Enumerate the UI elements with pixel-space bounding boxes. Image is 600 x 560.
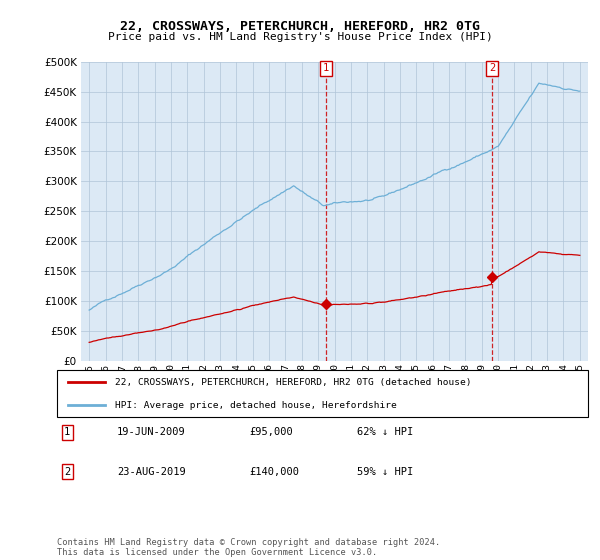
Text: 19-JUN-2009: 19-JUN-2009 xyxy=(117,427,186,437)
FancyBboxPatch shape xyxy=(57,370,588,417)
Bar xyxy=(326,62,492,361)
Text: £95,000: £95,000 xyxy=(249,427,293,437)
Text: 23-AUG-2019: 23-AUG-2019 xyxy=(117,466,186,477)
Text: £140,000: £140,000 xyxy=(249,466,299,477)
Text: 2: 2 xyxy=(489,63,495,73)
Text: 22, CROSSWAYS, PETERCHURCH, HEREFORD, HR2 0TG (detached house): 22, CROSSWAYS, PETERCHURCH, HEREFORD, HR… xyxy=(115,378,472,387)
Text: 1: 1 xyxy=(323,63,329,73)
Text: Contains HM Land Registry data © Crown copyright and database right 2024.
This d: Contains HM Land Registry data © Crown c… xyxy=(57,538,440,557)
Text: 2: 2 xyxy=(64,466,70,477)
Text: 1: 1 xyxy=(64,427,70,437)
Text: 62% ↓ HPI: 62% ↓ HPI xyxy=(357,427,413,437)
Text: HPI: Average price, detached house, Herefordshire: HPI: Average price, detached house, Here… xyxy=(115,401,397,410)
Text: Price paid vs. HM Land Registry's House Price Index (HPI): Price paid vs. HM Land Registry's House … xyxy=(107,32,493,43)
Text: 59% ↓ HPI: 59% ↓ HPI xyxy=(357,466,413,477)
Text: 22, CROSSWAYS, PETERCHURCH, HEREFORD, HR2 0TG: 22, CROSSWAYS, PETERCHURCH, HEREFORD, HR… xyxy=(120,20,480,32)
